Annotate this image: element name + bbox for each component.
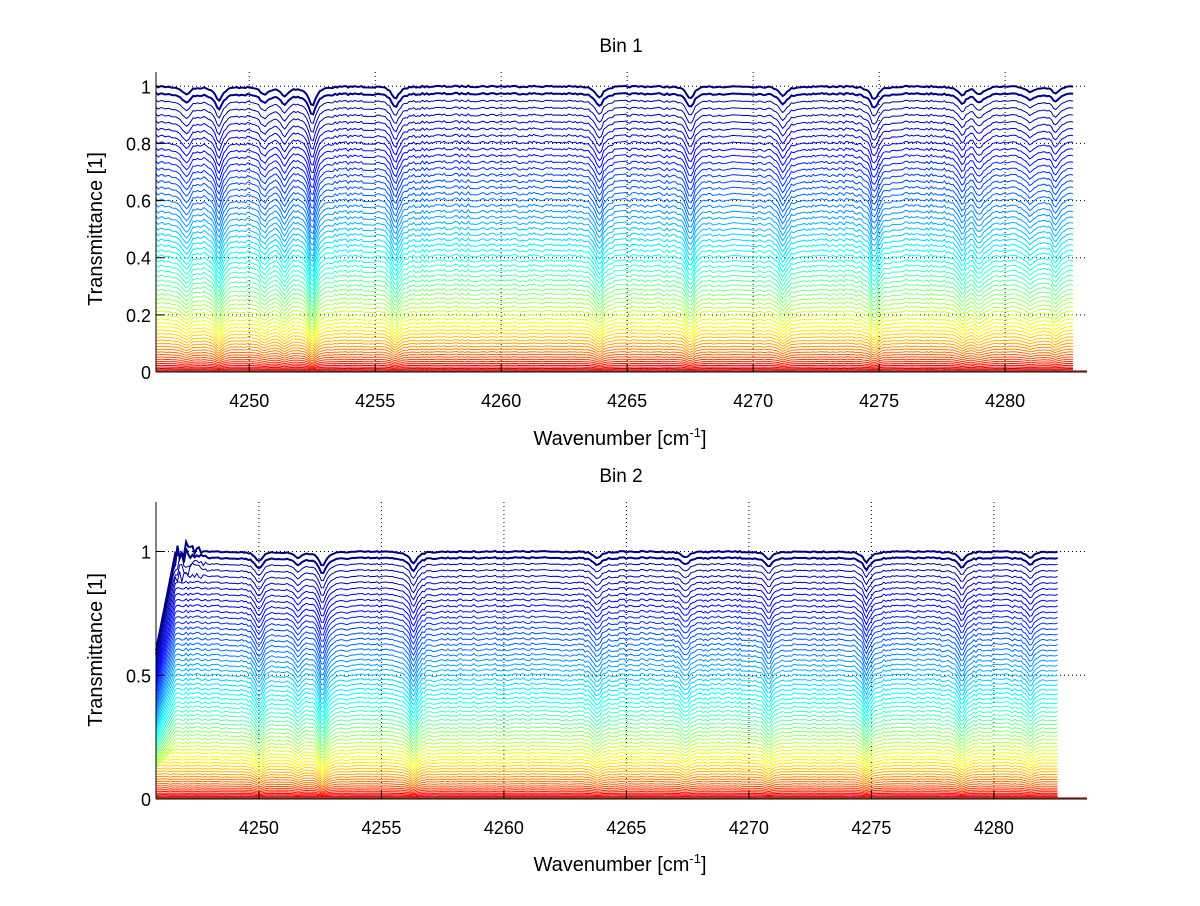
y-tick-label: 0 [141,363,151,383]
x-tick-label: 4260 [484,818,524,838]
x-tick-label: 4265 [606,818,646,838]
chart-title: Bin 1 [599,36,642,57]
y-tick-label: 0.6 [126,192,151,212]
transmittance-series-line [156,161,1073,195]
transmittance-series-line [156,86,1073,106]
x-tick-label: 4270 [729,818,769,838]
x-tick-label: 4250 [229,391,269,411]
x-tick-label: 4270 [733,391,773,411]
x-axis-label: Wavenumber [cm-1] [533,425,706,450]
y-tick-label: 0.8 [126,134,151,154]
y-tick-label: 0.5 [126,666,151,686]
y-tick-label: 1 [141,77,151,97]
x-tick-label: 4250 [239,818,279,838]
x-tick-label: 4280 [974,818,1014,838]
x-tick-label: 4255 [355,391,395,411]
transmittance-series-line [156,605,1058,684]
y-tick-label: 0 [141,790,151,810]
transmittance-series-line [156,167,1073,202]
transmittance-series-line [156,333,1073,346]
transmittance-series-line [156,306,1073,327]
chart-title: Bin 2 [599,466,642,487]
x-tick-label: 4275 [859,391,899,411]
y-tick-label: 0.4 [126,249,151,269]
y-tick-label: 0.2 [126,306,151,326]
y-axis-label: Transmittance [1] [85,573,107,727]
transmittance-series-line [156,107,1073,132]
transmittance-series-line [156,289,1073,314]
x-tick-label: 4260 [481,391,521,411]
transmittance-series-line [156,154,1073,187]
transmittance-series-line [156,293,1073,317]
transmittance-series-line [156,141,1073,173]
x-tick-label: 4280 [985,391,1025,411]
transmittance-series-line [156,121,1073,149]
transmittance-series-line [156,302,1073,324]
transmittance-series-line [156,298,1073,321]
y-axis-label: Transmittance [1] [85,152,107,306]
x-tick-label: 4255 [361,818,401,838]
transmittance-series-line [156,173,1073,208]
y-tick-label: 1 [141,543,151,563]
subplot-bin-1: Bin 1 4250 4255 4260 4265 4270 4275 4280 0 0.2 0.… [85,36,1087,450]
x-tick-label: 4275 [851,818,891,838]
transmittance-series-line [156,114,1073,141]
transmittance-series-line [156,738,1058,763]
x-axis-label: Wavenumber [cm-1] [533,851,706,876]
transmittance-series-line [156,186,1073,221]
x-tick-label: 4265 [607,391,647,411]
transmittance-series-line [156,180,1073,215]
